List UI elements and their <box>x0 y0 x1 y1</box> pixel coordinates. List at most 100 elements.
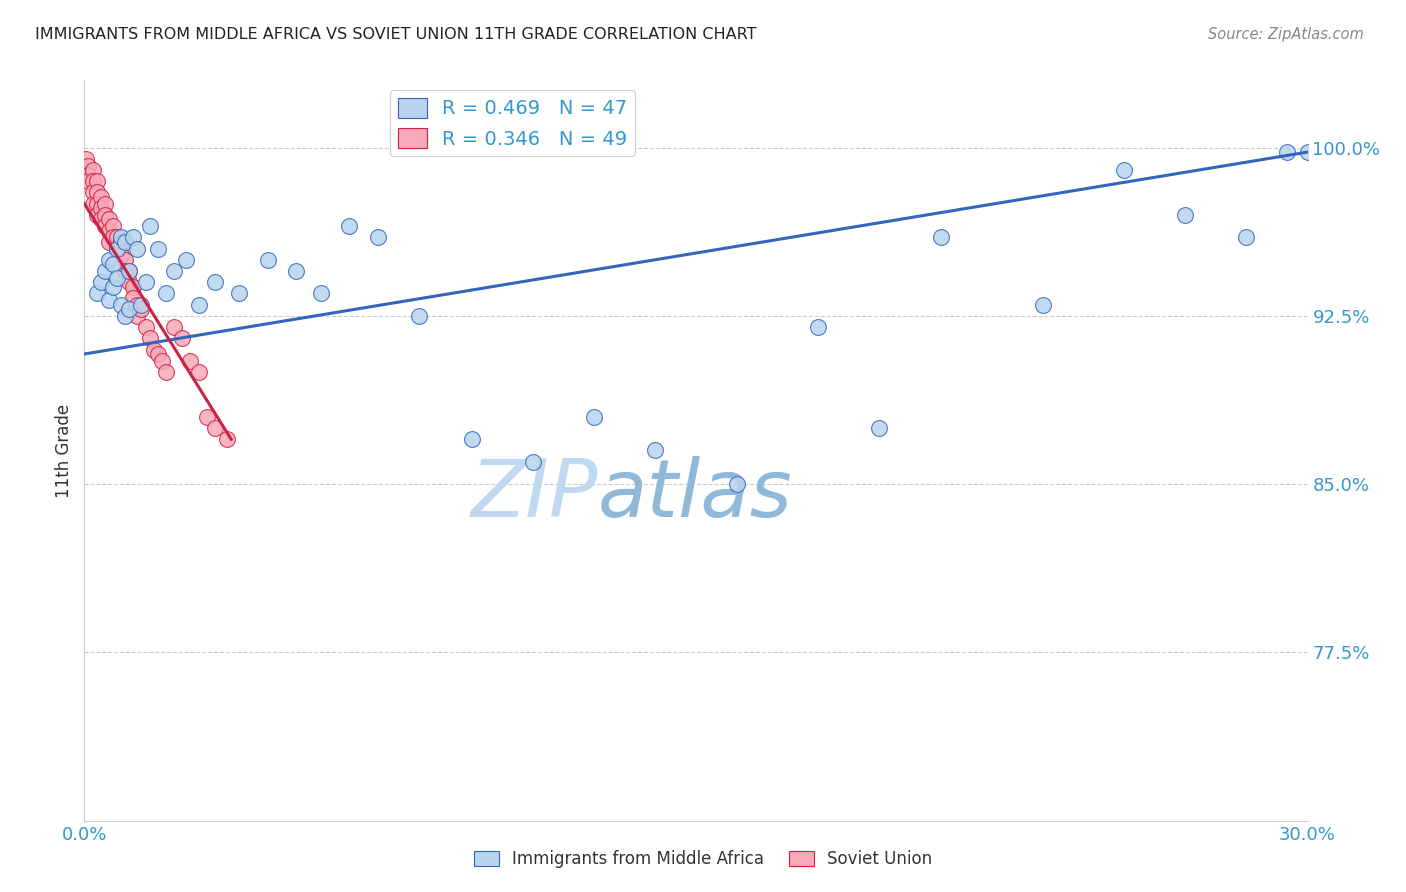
Point <box>309 286 332 301</box>
Point <box>174 252 197 267</box>
Point <box>93 196 115 211</box>
Point <box>163 320 186 334</box>
Point <box>118 264 141 278</box>
Point <box>97 224 120 238</box>
Point <box>82 186 104 200</box>
Point <box>97 235 120 249</box>
Point <box>114 309 136 323</box>
Point <box>110 298 132 312</box>
Point <box>105 270 128 285</box>
Point <box>583 409 606 424</box>
Point <box>101 230 124 244</box>
Point <box>228 286 250 301</box>
Point <box>172 331 194 345</box>
Point <box>122 279 145 293</box>
Point <box>135 320 157 334</box>
Point <box>1296 145 1319 159</box>
Y-axis label: 11th Grade: 11th Grade <box>55 403 73 498</box>
Point <box>97 212 120 227</box>
Point <box>114 235 136 249</box>
Legend: R = 0.469   N = 47, R = 0.346   N = 49: R = 0.469 N = 47, R = 0.346 N = 49 <box>389 90 636 156</box>
Point <box>155 365 177 379</box>
Point <box>86 196 108 211</box>
Point <box>93 219 115 233</box>
Point <box>146 347 169 361</box>
Point <box>807 320 830 334</box>
Text: ZIP: ZIP <box>471 456 598 534</box>
Point <box>138 219 160 233</box>
Point <box>461 432 484 446</box>
Point <box>105 242 128 256</box>
Point <box>97 293 120 307</box>
Point <box>118 302 141 317</box>
Point <box>339 219 361 233</box>
Point <box>869 421 891 435</box>
Point <box>122 291 145 305</box>
Point <box>101 219 124 233</box>
Point <box>90 190 112 204</box>
Point <box>86 208 108 222</box>
Point <box>204 275 226 289</box>
Point <box>93 264 115 278</box>
Point <box>155 286 177 301</box>
Point <box>929 230 952 244</box>
Point <box>142 343 165 357</box>
Point <box>118 264 141 278</box>
Point <box>1277 145 1299 159</box>
Point <box>127 298 149 312</box>
Point <box>86 174 108 188</box>
Point <box>163 264 186 278</box>
Point <box>82 174 104 188</box>
Point <box>522 455 544 469</box>
Point <box>82 163 104 178</box>
Point <box>114 264 136 278</box>
Text: Source: ZipAtlas.com: Source: ZipAtlas.com <box>1208 27 1364 42</box>
Point <box>105 242 128 256</box>
Point <box>75 152 97 166</box>
Point <box>77 168 100 182</box>
Point <box>150 353 173 368</box>
Point <box>90 212 112 227</box>
Point <box>77 159 100 173</box>
Point <box>90 201 112 215</box>
Point <box>285 264 308 278</box>
Point <box>101 279 124 293</box>
Point <box>122 230 145 244</box>
Point <box>127 309 149 323</box>
Point <box>146 242 169 256</box>
Legend: Immigrants from Middle Africa, Soviet Union: Immigrants from Middle Africa, Soviet Un… <box>467 844 939 875</box>
Point <box>725 477 748 491</box>
Point <box>101 257 124 271</box>
Point <box>367 230 389 244</box>
Point <box>187 365 209 379</box>
Point <box>138 331 160 345</box>
Point <box>93 208 115 222</box>
Point <box>86 286 108 301</box>
Point <box>77 174 100 188</box>
Point <box>644 443 666 458</box>
Point <box>90 275 112 289</box>
Point <box>1114 163 1136 178</box>
Point <box>217 432 239 446</box>
Point <box>97 252 120 267</box>
Point <box>135 275 157 289</box>
Point <box>82 196 104 211</box>
Point <box>187 298 209 312</box>
Point <box>131 302 153 317</box>
Point <box>114 252 136 267</box>
Point <box>1236 230 1258 244</box>
Point <box>1174 208 1197 222</box>
Point <box>257 252 280 267</box>
Point <box>105 230 128 244</box>
Point <box>408 309 430 323</box>
Text: atlas: atlas <box>598 456 793 534</box>
Point <box>1032 298 1054 312</box>
Point <box>86 186 108 200</box>
Point <box>118 275 141 289</box>
Point <box>110 235 132 249</box>
Point <box>131 298 153 312</box>
Text: IMMIGRANTS FROM MIDDLE AFRICA VS SOVIET UNION 11TH GRADE CORRELATION CHART: IMMIGRANTS FROM MIDDLE AFRICA VS SOVIET … <box>35 27 756 42</box>
Point <box>127 242 149 256</box>
Point <box>179 353 201 368</box>
Point <box>195 409 218 424</box>
